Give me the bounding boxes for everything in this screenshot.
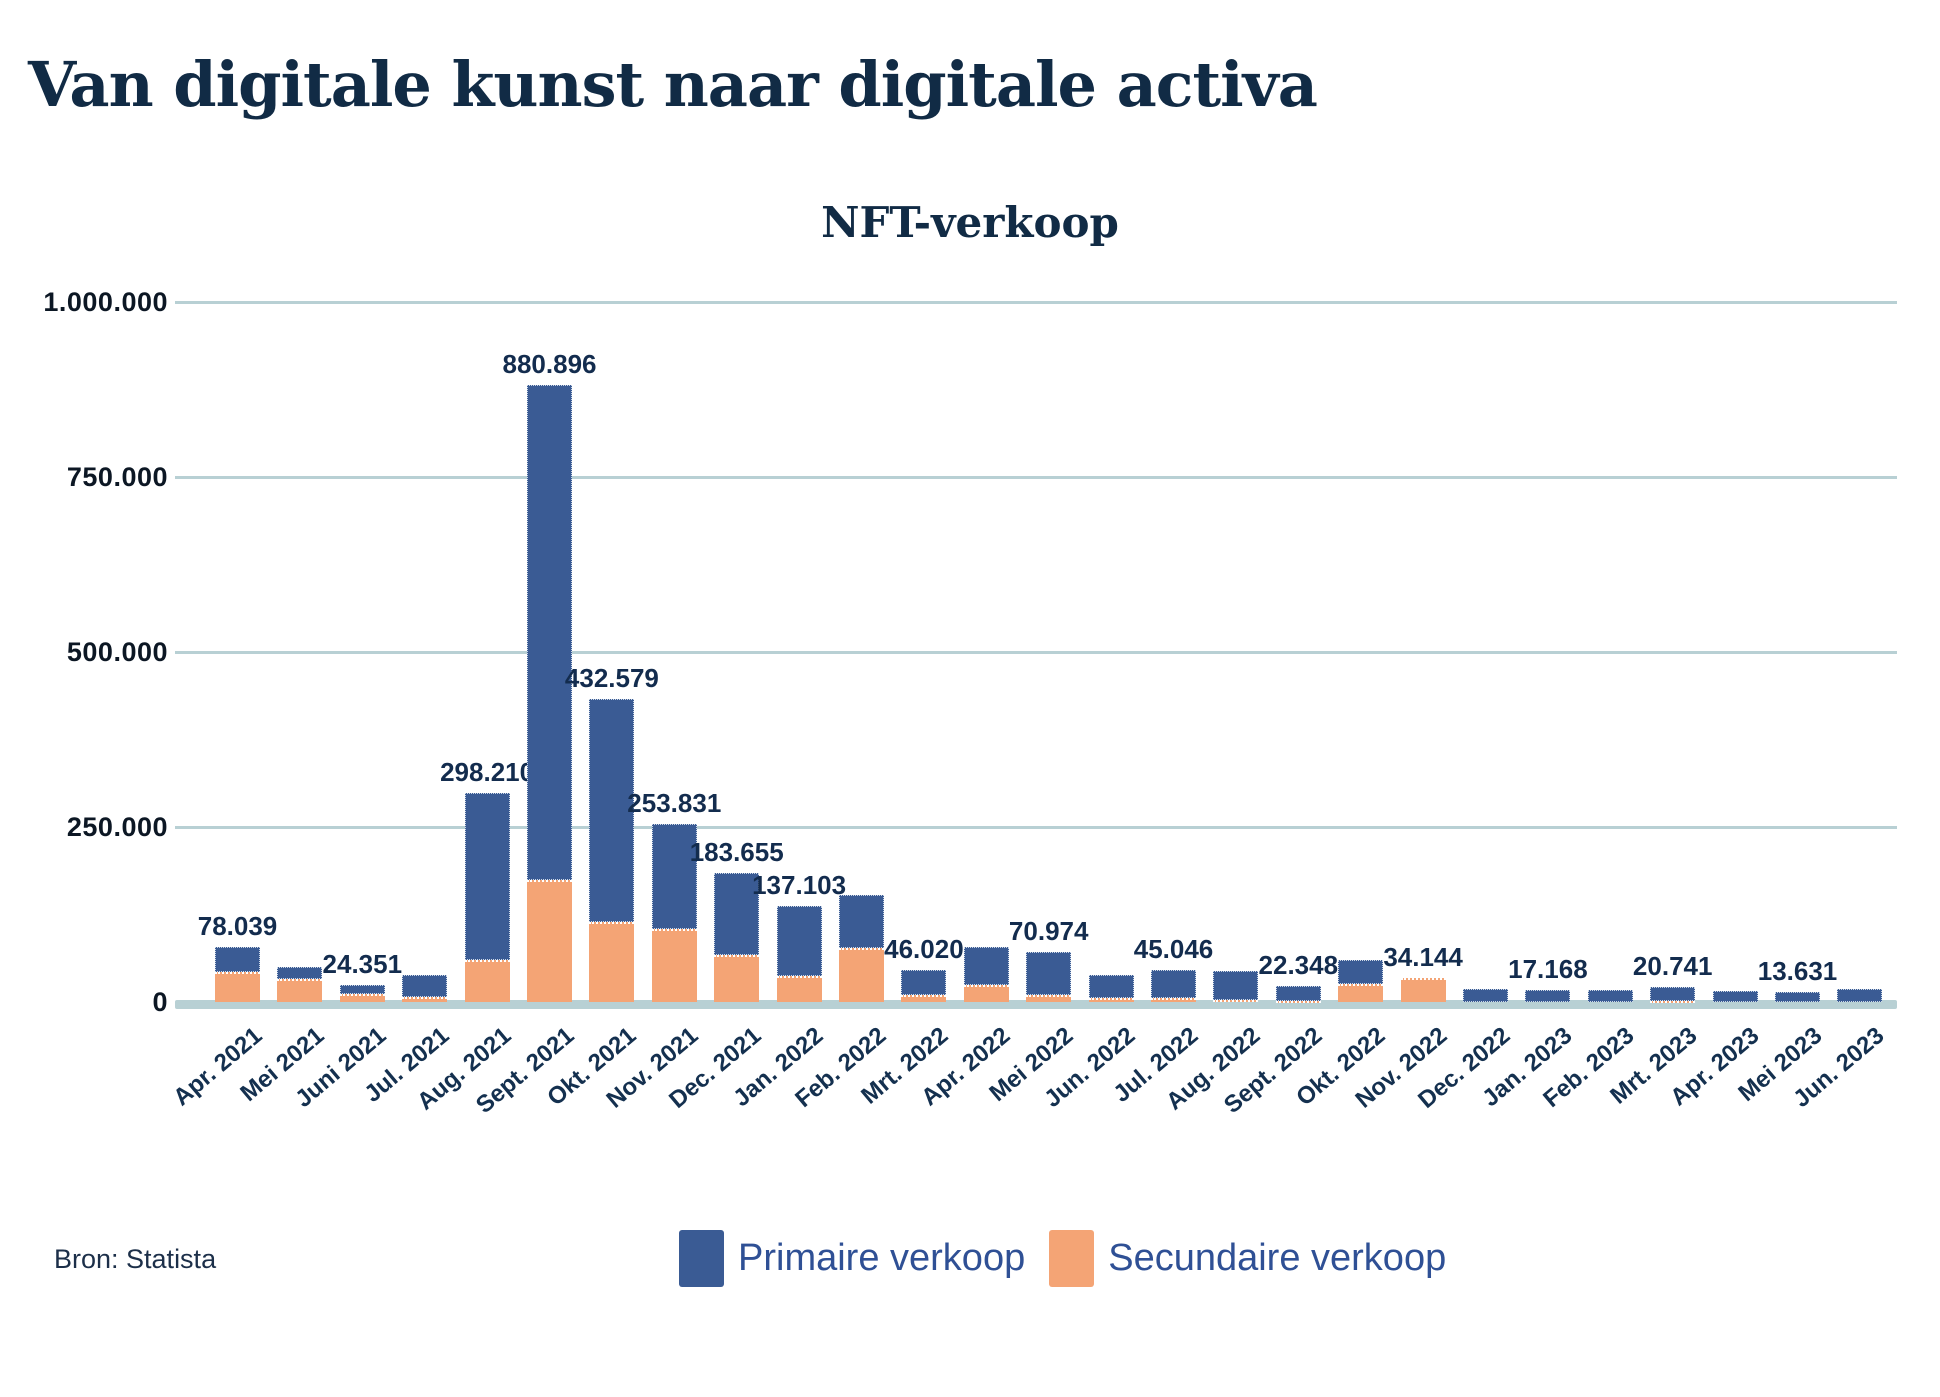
bar-segment-secondary: [402, 997, 448, 1002]
y-tick-label: 500.000: [66, 637, 168, 667]
bar-segment-primary: [215, 947, 260, 972]
y-tick-label: 0: [152, 987, 168, 1017]
bar-value-label: 70.974: [1008, 916, 1089, 947]
bar-segment-primary: [589, 699, 635, 923]
legend-item-secondary: Secundaire verkoop: [1049, 1230, 1446, 1287]
y-tick-label: 1.000.000: [43, 287, 168, 317]
bar-value-label: 880.896: [502, 349, 597, 380]
bar-value-label: 17.168: [1508, 953, 1588, 984]
bar-segment-secondary: [277, 978, 323, 1002]
bar-segment-primary: [1463, 989, 1508, 1002]
bar-segment-secondary: [901, 995, 947, 1002]
secondary-verkoop-swatch: [1049, 1230, 1095, 1287]
gridline: [175, 826, 1897, 829]
bar-segment-primary: [464, 793, 510, 960]
bar-value-label: 137.103: [752, 870, 847, 901]
primary-verkoop-swatch: [679, 1230, 724, 1287]
bar-segment-primary: [1837, 988, 1883, 1002]
bar-segment-primary: [1650, 987, 1696, 1001]
bar-value-label: 20.741: [1632, 951, 1713, 982]
bar-segment-secondary: [1338, 983, 1384, 1002]
bar-value-label: 45.046: [1133, 934, 1214, 965]
bar-segment-primary: [1587, 989, 1633, 1002]
gridline: [175, 651, 1897, 654]
bar-segment-secondary: [1275, 1001, 1321, 1004]
bar-segment-secondary: [839, 948, 884, 1002]
bar-segment-primary: [651, 824, 697, 930]
bar-segment-secondary: [464, 960, 510, 1002]
bar-value-label: 34.144: [1383, 942, 1463, 973]
bar-value-label: 183.655: [689, 837, 784, 868]
bar-value-label: 253.831: [627, 788, 722, 819]
bar-segment-primary: [1775, 992, 1820, 1002]
bar-value-label: 432.579: [564, 663, 659, 694]
gridline: [175, 1000, 1897, 1009]
bar-segment-secondary: [527, 880, 572, 1002]
bar-segment-primary: [1026, 952, 1072, 995]
bar-value-label: 46.020: [884, 933, 964, 964]
bar-segment-primary: [402, 975, 448, 998]
bar-segment-secondary: [651, 929, 697, 1002]
legend-item-primary: Primaire verkoop: [679, 1230, 1025, 1287]
bar-segment-primary: [1213, 971, 1259, 1000]
bar-segment-primary: [1525, 989, 1571, 1002]
bar-segment-primary: [339, 984, 385, 994]
bar-segment-primary: [839, 894, 884, 949]
bar-value-label: 78.039: [197, 911, 278, 942]
bar-segment-primary: [277, 967, 323, 979]
bar-value-label: 298.210: [440, 757, 535, 788]
bar-segment-secondary: [1026, 995, 1072, 1002]
y-tick-label: 250.000: [66, 812, 168, 842]
bar-segment-secondary: [1400, 978, 1446, 1002]
legend: Primaire verkoop Secundaire verkoop: [679, 1230, 1456, 1287]
bar-segment-secondary: [339, 993, 385, 1002]
bar-segment-primary: [963, 946, 1009, 986]
gridline: [175, 301, 1897, 304]
bar-value-label: 22.348: [1258, 950, 1339, 981]
bar-segment-secondary: [1213, 999, 1259, 1002]
bar-segment-primary: [1338, 960, 1384, 984]
legend-label-primary: Primaire verkoop: [738, 1237, 1026, 1279]
bar-segment-secondary: [589, 922, 635, 1002]
source-note: Bron: Statista: [54, 1244, 217, 1274]
bar-segment-primary: [527, 385, 572, 881]
page-title: Van digitale kunst naar digitale activa: [28, 47, 1318, 121]
bar-segment-primary: [1275, 986, 1321, 1002]
bar-segment-secondary: [1151, 997, 1196, 1002]
bar-segment-secondary: [776, 976, 822, 1002]
bar-segment-secondary: [963, 985, 1009, 1002]
bar-segment-secondary: [714, 955, 760, 1002]
gridline: [175, 476, 1897, 479]
bar-segment-primary: [714, 873, 760, 956]
bar-segment-primary: [1088, 974, 1134, 998]
bar-segment-primary: [901, 969, 947, 995]
bar-segment-primary: [1712, 991, 1758, 1002]
bar-segment-secondary: [1650, 1000, 1696, 1003]
chart-title: NFT-verkoop: [821, 198, 1119, 247]
y-tick-label: 750.000: [66, 462, 168, 492]
bar-value-label: 13.631: [1757, 956, 1838, 987]
bar-segment-secondary: [1088, 997, 1134, 1002]
bar-segment-primary: [1151, 970, 1196, 998]
legend-label-secondary: Secundaire verkoop: [1108, 1237, 1447, 1279]
bar-segment-primary: [776, 906, 822, 977]
bar-segment-secondary: [215, 971, 260, 1002]
bar-value-label: 24.351: [322, 948, 403, 979]
